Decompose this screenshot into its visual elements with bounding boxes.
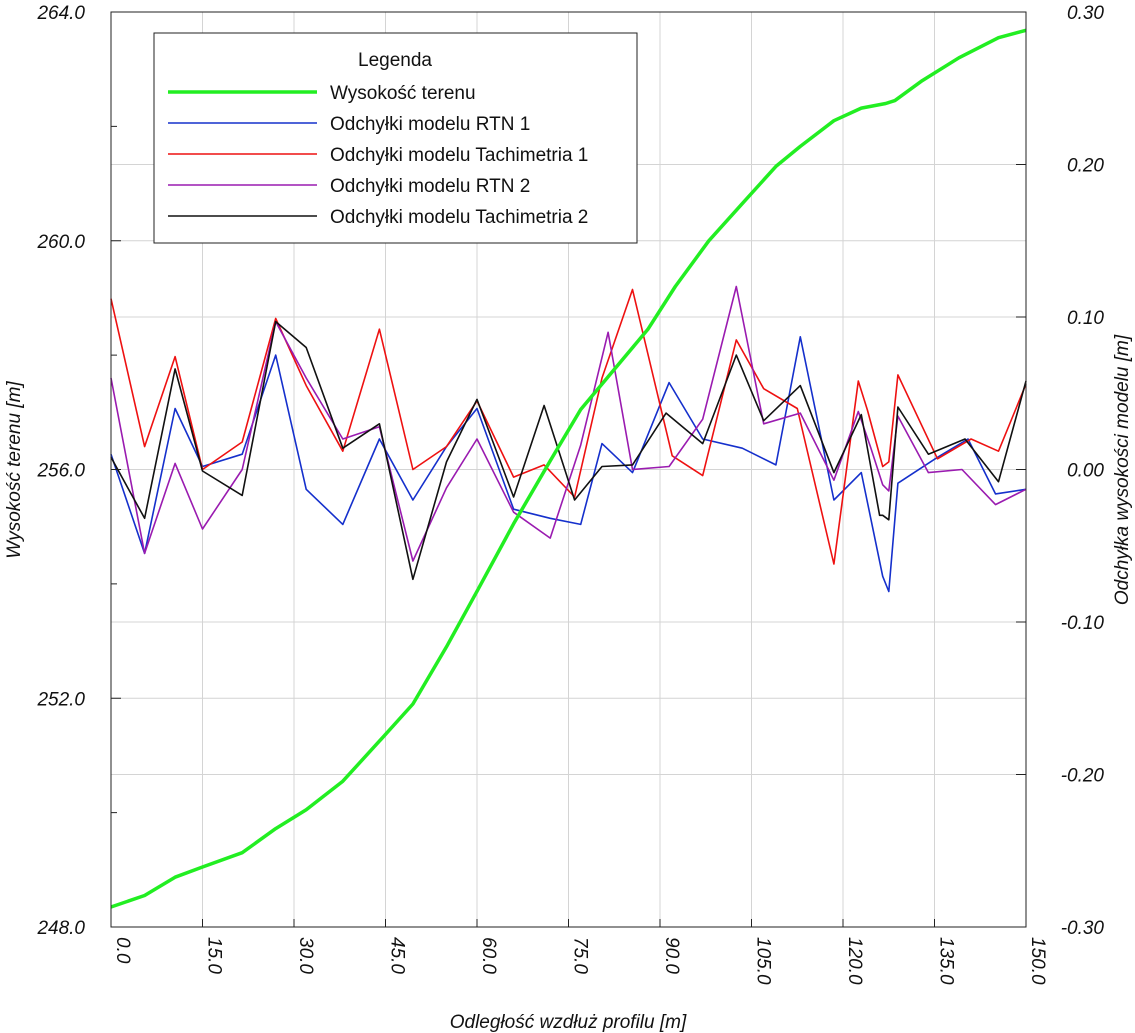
legend-box <box>153 32 638 244</box>
x-tick-label: 150.0 <box>1027 937 1048 985</box>
y-left-tick-label: 252.0 <box>36 689 85 710</box>
x-tick-label: 15.0 <box>204 937 225 974</box>
x-tick-label: 75.0 <box>570 937 591 974</box>
legend-entries: Wysokość terenu Odchyłki modelu RTN 1 Odch… <box>168 83 588 228</box>
legend-label: Odchyłki modelu Tachimetria 2 <box>330 207 588 228</box>
y-left-tick-label: 256.0 <box>36 461 85 482</box>
y-right-tick-label: -0.20 <box>1061 766 1105 787</box>
y-right-tick-label: 0.20 <box>1067 156 1104 177</box>
x-axis-title: Odległość wzdłuż profilu [m] <box>450 1012 687 1033</box>
series-line-1 <box>110 335 1027 593</box>
series-line-4 <box>110 320 1027 581</box>
y-right-tick-label: -0.10 <box>1061 613 1105 634</box>
series-layer <box>110 28 1027 909</box>
y-left-axis-title: Wysokość terenu [m] <box>4 381 25 559</box>
x-tick-label: 0.0 <box>112 937 133 964</box>
y-left-tick-label: 260.0 <box>36 232 85 253</box>
x-tick-label: 105.0 <box>753 937 774 985</box>
y-right-tick-label: 0.30 <box>1067 3 1104 24</box>
y-right-tick-label: -0.30 <box>1061 918 1105 939</box>
legend-title: Legenda <box>358 50 432 71</box>
x-tick-label: 45.0 <box>387 937 408 974</box>
x-tick-label: 30.0 <box>295 937 316 974</box>
legend-label: Wysokość terenu <box>330 83 476 104</box>
y-left-tick-label: 264.0 <box>36 3 85 24</box>
series-line-0 <box>110 28 1027 909</box>
legend-label: Odchyłki modelu Tachimetria 1 <box>330 145 588 166</box>
ticks: 0.0 15.0 30.0 45.0 60.0 75.0 90.0 105.0 120.0 135… <box>36 3 1104 985</box>
y-right-axis-title: Odchyłka wysokości modelu [m] <box>1112 334 1133 605</box>
legend-label: Odchyłki modelu RTN 1 <box>330 114 530 135</box>
y-left-tick-label: 248.0 <box>36 918 85 939</box>
x-tick-label: 90.0 <box>661 937 682 974</box>
series-line-3 <box>110 285 1027 562</box>
x-tick-label: 60.0 <box>478 937 499 974</box>
y-right-tick-label: 0.10 <box>1067 308 1104 329</box>
legend-label: Odchyłki modelu RTN 2 <box>330 176 530 197</box>
legend: Legenda Wysokość terenu Odchyłki modelu R… <box>153 32 638 244</box>
y-right-tick-label: 0.00 <box>1067 461 1104 482</box>
x-tick-label: 135.0 <box>936 937 957 985</box>
x-tick-label: 120.0 <box>844 937 865 985</box>
